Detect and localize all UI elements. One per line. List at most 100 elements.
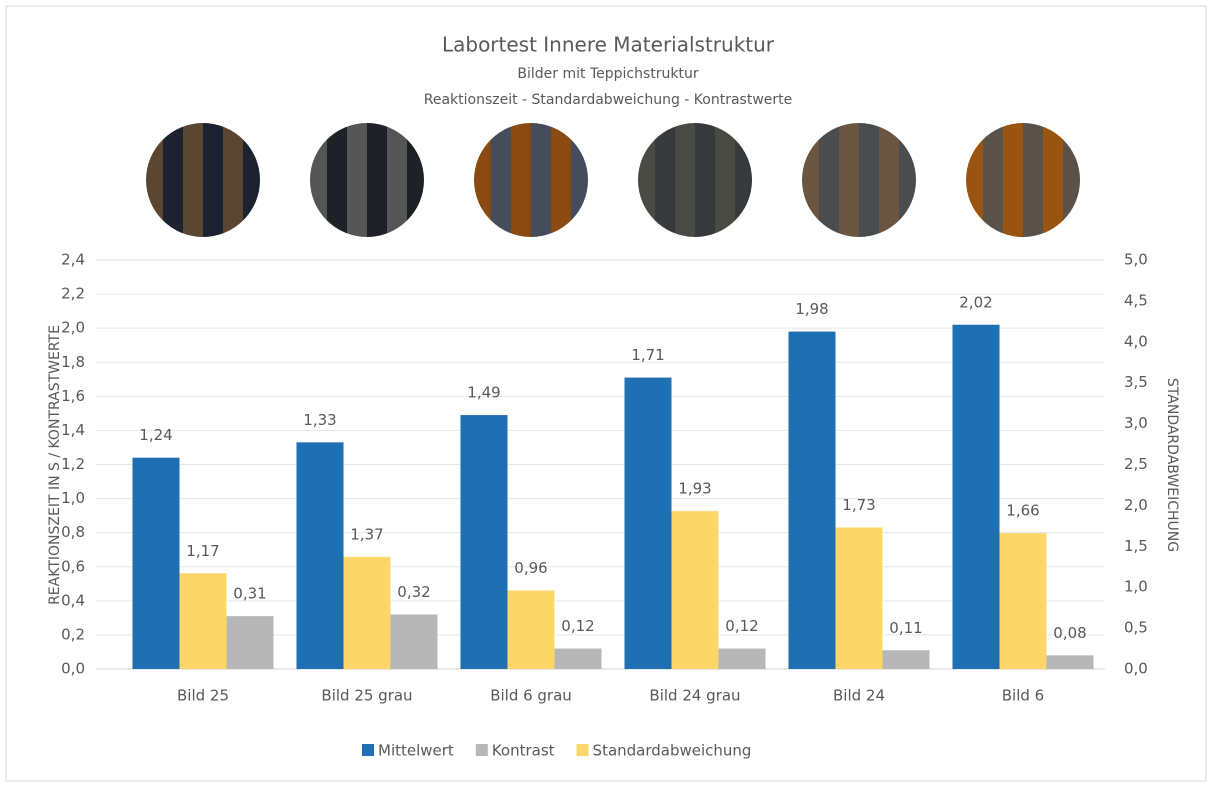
bar — [179, 573, 227, 669]
legend-label: Mittelwert — [378, 742, 454, 760]
bar — [624, 377, 672, 669]
y2-tick-label: 0,5 — [1124, 619, 1148, 637]
data-label: 1,37 — [350, 525, 383, 543]
data-label: 1,24 — [139, 426, 172, 444]
data-label: 0,11 — [889, 619, 922, 637]
data-label: 1,33 — [303, 411, 336, 429]
y2-tick-label: 0,0 — [1124, 660, 1148, 678]
bar — [460, 415, 508, 669]
thumbnail-stripe — [1023, 123, 1043, 237]
legend-swatch — [576, 744, 589, 756]
data-label: 1,17 — [186, 542, 219, 560]
bar — [952, 324, 1000, 669]
data-label: 1,71 — [631, 346, 664, 364]
thumbnail-stripe — [551, 123, 571, 237]
data-label: 0,31 — [233, 585, 266, 603]
thumbnail-stripe — [1003, 123, 1023, 237]
thumbnail-stripe — [387, 123, 407, 237]
bar — [390, 614, 438, 669]
data-label: 2,02 — [959, 293, 992, 311]
bar — [718, 648, 766, 669]
y2-tick-label: 4,5 — [1124, 291, 1148, 309]
thumbnail-stripe — [531, 123, 551, 237]
y2-tick-label: 5,0 — [1124, 251, 1148, 269]
y-tick-label: 1,6 — [61, 387, 85, 405]
x-tick-label: Bild 6 — [1002, 687, 1044, 705]
chart-title: Labortest Innere Materialstruktur — [442, 33, 775, 57]
legend-label: Standardabweichung — [593, 742, 752, 760]
data-label: 0,12 — [725, 617, 758, 635]
thumbnail-stripe — [327, 123, 347, 237]
legend-label: Kontrast — [492, 742, 555, 760]
y-tick-label: 1,8 — [61, 353, 85, 371]
data-label: 0,12 — [561, 617, 594, 635]
y2-tick-label: 3,5 — [1124, 373, 1148, 391]
thumbnail-stripe — [183, 123, 203, 237]
data-label: 1,98 — [795, 300, 828, 318]
chart-subtitle: Bilder mit Teppichstruktur — [517, 66, 698, 82]
data-label: 1,49 — [467, 384, 500, 402]
y-tick-label: 1,2 — [61, 455, 85, 473]
legend-swatch — [475, 744, 488, 756]
data-label: 0,08 — [1053, 624, 1086, 642]
data-label: 0,32 — [397, 583, 430, 601]
y2-tick-label: 2,0 — [1124, 496, 1148, 514]
y2-tick-label: 1,5 — [1124, 537, 1148, 555]
thumbnail-stripe — [347, 123, 367, 237]
thumbnail-stripe — [839, 123, 859, 237]
y-tick-label: 0,0 — [61, 660, 85, 678]
y2-tick-label: 4,0 — [1124, 332, 1148, 350]
x-tick-label: Bild 6 grau — [490, 687, 572, 705]
bar — [226, 616, 274, 669]
bar — [835, 527, 883, 669]
data-label: 1,73 — [842, 496, 875, 514]
y2-tick-label: 1,0 — [1124, 578, 1148, 596]
bar — [296, 442, 344, 669]
y-tick-label: 1,0 — [61, 489, 85, 507]
data-label: 1,66 — [1006, 502, 1039, 520]
thumbnail-stripe — [511, 123, 531, 237]
y-tick-label: 0,8 — [61, 523, 85, 541]
thumbnail-stripe — [715, 123, 735, 237]
bar — [132, 457, 180, 669]
thumbnail-stripe — [1043, 123, 1063, 237]
bar — [788, 331, 836, 669]
y-tick-label: 2,4 — [61, 251, 85, 269]
y-tick-label: 0,2 — [61, 625, 85, 643]
y2-tick-label: 2,5 — [1124, 455, 1148, 473]
x-tick-label: Bild 25 — [177, 687, 229, 705]
thumbnail-stripe — [983, 123, 1003, 237]
thumbnail — [474, 123, 588, 237]
thumbnail-stripe — [859, 123, 879, 237]
thumbnail-stripe — [367, 123, 387, 237]
thumbnail-stripe — [695, 123, 715, 237]
x-tick-label: Bild 24 grau — [649, 687, 740, 705]
bar — [882, 650, 930, 669]
y2-tick-label: 3,0 — [1124, 414, 1148, 432]
legend-swatch — [362, 744, 374, 756]
bar — [1046, 655, 1094, 669]
bar — [343, 556, 391, 669]
data-label: 0,96 — [514, 559, 547, 577]
bar — [671, 511, 719, 669]
thumbnail-stripe — [491, 123, 511, 237]
x-tick-label: Bild 24 — [833, 687, 885, 705]
thumbnail-stripe — [203, 123, 223, 237]
thumbnail-stripe — [879, 123, 899, 237]
chart-subtitle: Reaktionszeit - Standardabweichung - Kon… — [424, 92, 793, 108]
y2-axis-title: STANDARDABWEICHUNG — [1164, 378, 1180, 552]
thumbnail-stripe — [819, 123, 839, 237]
y-tick-label: 2,2 — [61, 285, 85, 303]
y-tick-label: 1,4 — [61, 421, 85, 439]
bar — [507, 590, 555, 669]
thumbnail-stripe — [223, 123, 243, 237]
thumbnail-stripe — [163, 123, 183, 237]
x-tick-label: Bild 25 grau — [321, 687, 412, 705]
thumbnail-stripe — [655, 123, 675, 237]
y-axis-title: REAKTIONSZEIT IN S / KONTRASTWERTE — [47, 325, 63, 605]
data-label: 1,93 — [678, 480, 711, 498]
bar — [554, 648, 602, 669]
y-tick-label: 2,0 — [61, 319, 85, 337]
y-tick-label: 0,6 — [61, 557, 85, 575]
